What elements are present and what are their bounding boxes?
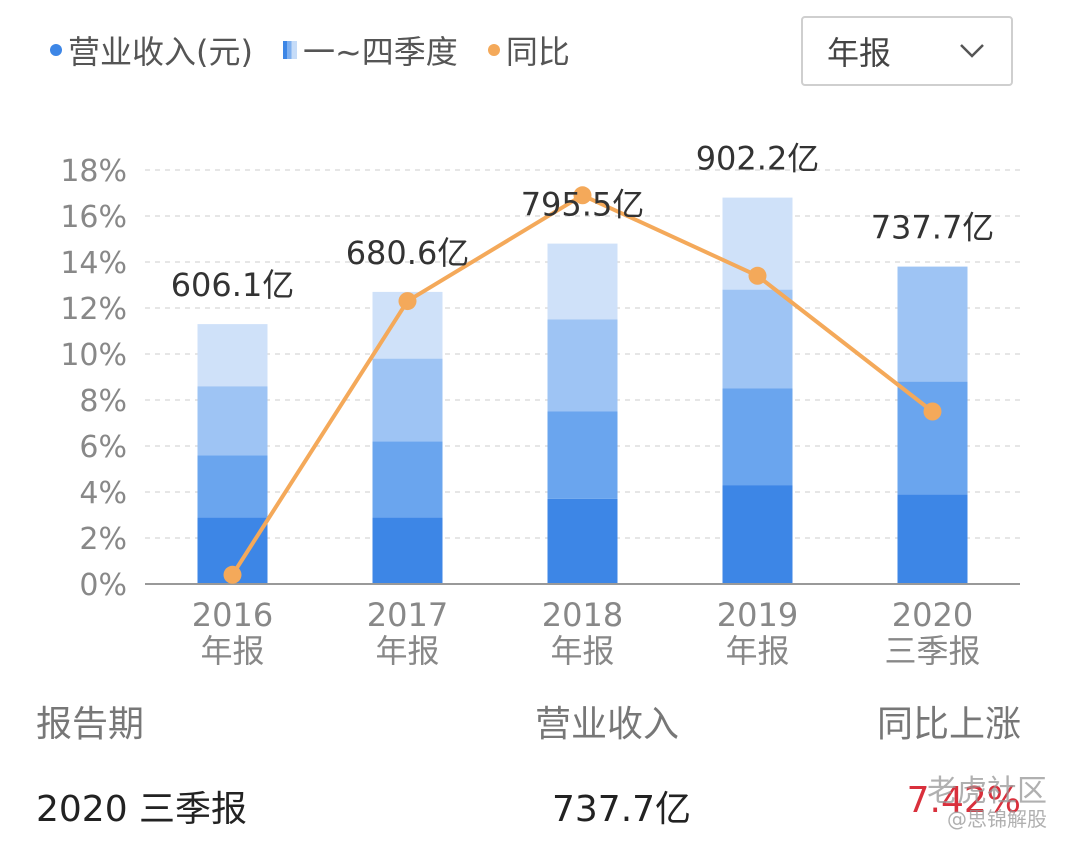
y-tick-label: 4%: [79, 476, 127, 511]
header-revenue: 营业收入: [535, 704, 680, 745]
x-tick-label: 2016: [192, 596, 273, 634]
bar-segment-q3: [897, 266, 968, 382]
y-tick-label: 6%: [79, 430, 127, 465]
period-select-value: 年报: [827, 34, 892, 72]
yoy-point: [573, 186, 592, 205]
bar-value-labels: 606.1亿 680.6亿 795.5亿 902.2亿 737.7亿: [171, 140, 995, 305]
quarter-gradient-icon: [282, 41, 297, 59]
watermark-brand: 老虎社区: [927, 774, 1047, 809]
row-period: 2020 三季报: [36, 789, 248, 830]
revenue-chart: 0%2%4%6%8%10%12%14%16%18% 2016年报2017年报20…: [60, 140, 1020, 670]
x-tick-label: 2017: [367, 596, 448, 634]
legend-item-revenue[interactable]: 营业收入(元): [50, 27, 253, 73]
bar-segment-q2: [547, 411, 618, 499]
bars: [197, 197, 968, 584]
header-period: 报告期: [36, 704, 145, 745]
bar-segment-q1: [547, 498, 618, 584]
bar-segment-q3: [197, 386, 268, 456]
bar-segment-q3: [722, 289, 793, 389]
bar-value-label: 795.5亿: [521, 186, 645, 224]
bar-segment-q2: [197, 455, 268, 518]
legend-label-yoy: 同比: [505, 33, 570, 71]
legend-label-quarters: 一~四季度: [302, 33, 458, 71]
y-tick-label: 2%: [79, 522, 127, 557]
y-axis-ticks: 0% 2% 4% 6% 8% 10% 12% 14% 16% 18%: [60, 154, 127, 603]
y-tick-label: 10%: [60, 338, 127, 373]
y-tick-label: 14%: [60, 246, 127, 281]
bar-segment-q4: [197, 324, 268, 387]
bar-segment-q1: [722, 485, 793, 584]
yoy-point: [748, 266, 767, 285]
x-tick-label: 2018: [542, 596, 623, 634]
bar-value-label: 902.2亿: [696, 140, 820, 178]
x-tick-label: 年报: [550, 632, 614, 670]
x-tick-label: 年报: [375, 632, 439, 670]
y-tick-label: 12%: [60, 292, 127, 327]
yoy-line: [223, 186, 942, 584]
yoy-point: [923, 402, 942, 421]
y-tick-label: 0%: [79, 568, 127, 603]
bar-segment-q2: [897, 381, 968, 495]
bar-value-label: 737.7亿: [871, 209, 995, 247]
x-tick-label: 2019: [717, 596, 798, 634]
bar-segment-q1: [897, 494, 968, 584]
revenue-dot-icon: [50, 44, 62, 56]
yoy-dot-icon: [487, 44, 500, 56]
bar-value-label: 606.1亿: [171, 266, 295, 304]
x-tick-label: 三季报: [884, 632, 980, 670]
yoy-point: [223, 565, 242, 584]
y-tick-label: 8%: [79, 384, 127, 419]
y-tick-label: 16%: [60, 200, 127, 235]
legend-item-quarters[interactable]: 一~四季度: [282, 27, 458, 73]
row-revenue: 737.7亿: [552, 789, 692, 830]
bar-segment-q2: [372, 441, 443, 518]
header-yoy: 同比上涨: [876, 704, 1021, 745]
bar-segment-q2: [722, 388, 793, 486]
x-tick-label: 年报: [200, 632, 264, 670]
legend-label-revenue: 营业收入(元): [68, 33, 253, 71]
bar-segment-q4: [547, 243, 618, 320]
bar-segment-q3: [372, 358, 443, 442]
chart-legend: 营业收入(元) 一~四季度 同比: [50, 28, 570, 72]
period-select[interactable]: 年报: [801, 16, 1013, 86]
legend-item-yoy[interactable]: 同比: [487, 27, 570, 73]
x-tick-label: 2020: [892, 596, 973, 634]
bar-segment-q3: [547, 319, 618, 412]
bar-segment-q1: [372, 517, 443, 584]
chevron-down-icon: [960, 44, 984, 58]
x-tick-label: 年报: [725, 632, 789, 670]
watermark: 老虎社区 @思锦解股: [927, 775, 1047, 830]
yoy-point: [398, 292, 417, 311]
watermark-author: @思锦解股: [947, 807, 1047, 831]
row-yoy: 7.42%: [906, 780, 1021, 821]
bar-value-label: 680.6亿: [346, 234, 470, 272]
y-tick-label: 18%: [60, 154, 127, 189]
